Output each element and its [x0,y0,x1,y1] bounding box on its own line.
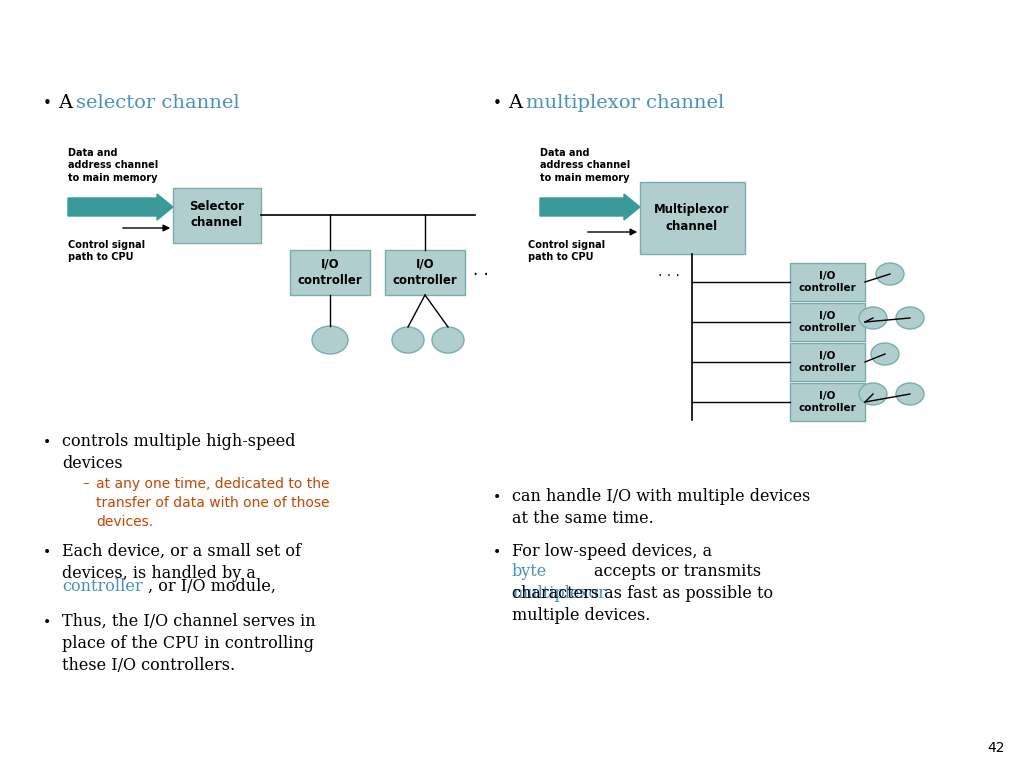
Text: selector channel: selector channel [76,94,240,112]
FancyBboxPatch shape [790,383,865,421]
Ellipse shape [392,327,424,353]
Text: . . .: . . . [658,265,680,279]
FancyBboxPatch shape [790,303,865,341]
Text: •: • [493,545,501,559]
FancyBboxPatch shape [790,263,865,301]
Text: Data and
address channel
to main memory: Data and address channel to main memory [540,148,630,183]
Text: A: A [508,94,528,112]
FancyArrow shape [540,194,640,220]
Ellipse shape [859,383,887,405]
FancyBboxPatch shape [385,250,465,295]
Text: •: • [43,615,51,629]
Text: –: – [82,477,89,490]
Text: •: • [43,95,51,111]
Text: I/O
controller: I/O controller [298,257,362,286]
Text: Each device, or a small set of
devices, is handled by a: Each device, or a small set of devices, … [62,543,301,582]
Ellipse shape [896,383,924,405]
Text: I/O
controller: I/O controller [392,257,458,286]
Text: I/O
controller: I/O controller [799,351,856,372]
Text: I/O
controller: I/O controller [799,391,856,413]
Text: Thus, the I/O channel serves in
place of the CPU in controlling
these I/O contro: Thus, the I/O channel serves in place of… [62,613,315,674]
Text: controls multiple high-speed
devices: controls multiple high-speed devices [62,433,296,472]
Text: Multiplexor
channel: Multiplexor channel [654,204,730,233]
Ellipse shape [432,327,464,353]
Text: , or I/O module,: , or I/O module, [148,578,276,595]
Text: can handle I/O with multiple devices
at the same time.: can handle I/O with multiple devices at … [512,488,810,527]
Text: A: A [58,94,79,112]
Text: I/O
controller: I/O controller [799,311,856,333]
Text: Control signal
path to CPU: Control signal path to CPU [68,240,145,263]
Text: controller: controller [62,578,142,595]
Text: I/O
controller: I/O controller [799,271,856,293]
FancyBboxPatch shape [640,182,745,254]
FancyBboxPatch shape [790,343,865,381]
Text: Control signal
path to CPU: Control signal path to CPU [528,240,605,263]
Text: multiplexor channel: multiplexor channel [526,94,724,112]
Ellipse shape [312,326,348,354]
Text: •: • [493,95,502,111]
Text: at any one time, dedicated to the
transfer of data with one of those
devices.: at any one time, dedicated to the transf… [96,477,330,529]
Text: Selector
channel: Selector channel [189,200,245,230]
Text: •: • [43,545,51,559]
Text: byte
multiplexor: byte multiplexor [512,563,606,602]
FancyBboxPatch shape [173,188,261,243]
Text: For low-speed devices, a: For low-speed devices, a [512,543,717,560]
Text: •: • [43,435,51,449]
Text: •: • [493,490,501,504]
Text: 42: 42 [987,741,1005,755]
Ellipse shape [896,307,924,329]
FancyArrow shape [68,194,173,220]
Text: accepts or transmits
characters as fast as possible to
multiple devices.: accepts or transmits characters as fast … [512,563,773,624]
Ellipse shape [871,343,899,365]
Ellipse shape [859,307,887,329]
Text: Data and
address channel
to main memory: Data and address channel to main memory [68,148,159,183]
Text: . .: . . [473,261,488,279]
FancyBboxPatch shape [290,250,370,295]
Ellipse shape [876,263,904,285]
